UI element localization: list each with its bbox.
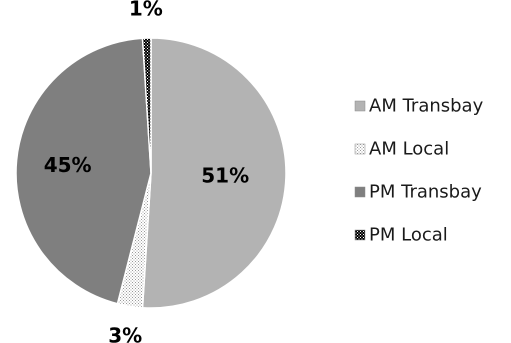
data-label-pm-transbay: 45%: [44, 153, 92, 177]
chart-legend: AM Transbay AM Local PM Transbay PM Local: [354, 96, 484, 246]
legend-swatch-am-transbay: [354, 100, 366, 112]
data-label-am-transbay: 51%: [201, 163, 249, 187]
legend-swatch-am-local: [354, 143, 366, 155]
legend-label-am-transbay: AM Transbay: [369, 96, 484, 117]
legend-label-am-local: AM Local: [369, 139, 449, 160]
legend-swatch-pm-transbay: [354, 186, 366, 198]
slice-pm-transbay: [15, 37, 152, 305]
pie-data-labels: 51% 3% 45% 1%: [44, 0, 249, 343]
slice-am-transbay: [141, 37, 287, 309]
legend-label-pm-transbay: PM Transbay: [369, 182, 482, 203]
slice-pm-local: [141, 37, 152, 174]
legend-swatch-pm-local: [354, 229, 366, 241]
data-label-am-local: 3%: [108, 324, 142, 343]
pie-slices: [15, 37, 287, 309]
data-label-pm-local: 1%: [129, 0, 163, 20]
legend-label-pm-local: PM Local: [369, 225, 448, 246]
